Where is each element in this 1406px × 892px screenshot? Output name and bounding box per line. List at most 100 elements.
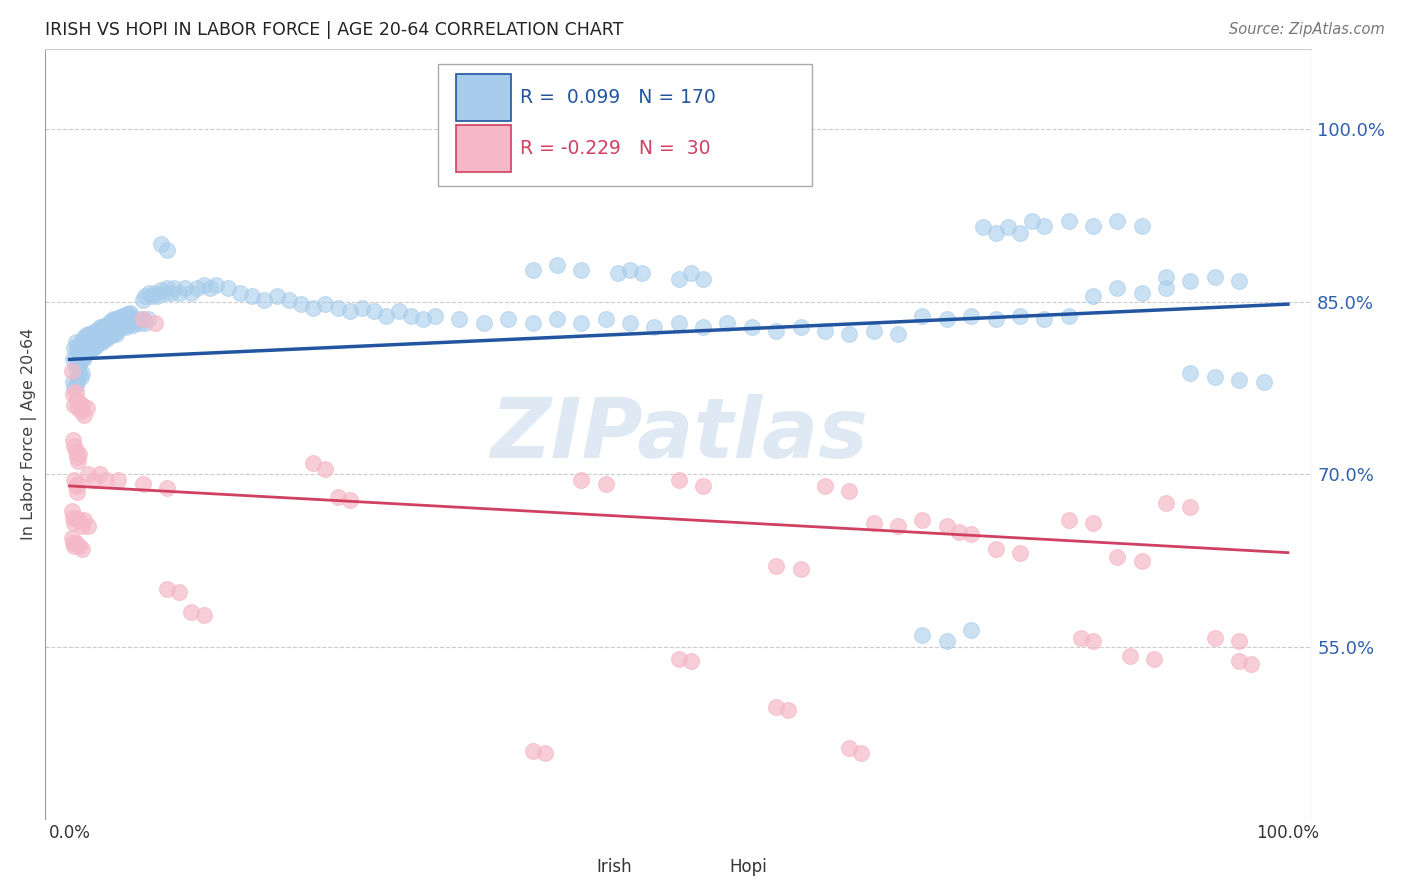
Text: IRISH VS HOPI IN LABOR FORCE | AGE 20-64 CORRELATION CHART: IRISH VS HOPI IN LABOR FORCE | AGE 20-64…	[45, 21, 623, 39]
Point	[668, 272, 690, 286]
Point	[217, 281, 239, 295]
Point	[423, 309, 446, 323]
Point	[692, 320, 714, 334]
Point	[1204, 631, 1226, 645]
Point	[375, 309, 398, 323]
Point	[62, 376, 84, 390]
Point	[1130, 554, 1153, 568]
Point	[862, 516, 884, 530]
Point	[814, 479, 837, 493]
Point	[1081, 289, 1104, 303]
Point	[73, 513, 96, 527]
Point	[569, 473, 592, 487]
Point	[110, 310, 132, 325]
Point	[533, 746, 555, 760]
Point	[84, 324, 107, 338]
Point	[100, 314, 122, 328]
Point	[1033, 312, 1056, 326]
Point	[180, 285, 202, 300]
Point	[111, 309, 134, 323]
Point	[62, 387, 84, 401]
Point	[741, 320, 763, 334]
Point	[174, 281, 197, 295]
Point	[522, 316, 544, 330]
Point	[887, 519, 910, 533]
Point	[1227, 634, 1250, 648]
Point	[110, 320, 132, 334]
Point	[63, 381, 86, 395]
Point	[1180, 366, 1202, 380]
Point	[1021, 214, 1043, 228]
Point	[240, 289, 263, 303]
Point	[387, 304, 409, 318]
Point	[62, 536, 84, 550]
Point	[104, 327, 127, 342]
Point	[1033, 219, 1056, 233]
Point	[65, 479, 87, 493]
Point	[149, 283, 172, 297]
Point	[229, 285, 252, 300]
Point	[1130, 219, 1153, 233]
FancyBboxPatch shape	[555, 854, 589, 881]
Point	[496, 312, 519, 326]
Point	[935, 312, 957, 326]
Point	[619, 316, 641, 330]
Point	[911, 628, 934, 642]
Point	[65, 384, 87, 399]
Point	[82, 341, 104, 355]
Point	[765, 559, 787, 574]
Point	[65, 511, 87, 525]
Point	[1057, 513, 1080, 527]
Point	[134, 316, 156, 330]
Point	[103, 327, 125, 342]
Point	[180, 606, 202, 620]
Point	[522, 743, 544, 757]
Point	[193, 607, 215, 622]
Point	[1081, 516, 1104, 530]
Point	[70, 366, 93, 380]
Point	[67, 513, 90, 527]
Point	[1081, 219, 1104, 233]
Point	[101, 324, 124, 338]
Point	[65, 536, 87, 550]
Point	[79, 341, 101, 355]
Point	[167, 584, 190, 599]
Point	[62, 433, 84, 447]
Point	[546, 312, 568, 326]
Point	[350, 301, 373, 315]
Point	[90, 332, 112, 346]
Point	[67, 453, 90, 467]
Point	[948, 524, 970, 539]
Point	[149, 237, 172, 252]
Point	[412, 312, 434, 326]
Point	[595, 312, 617, 326]
Text: R = -0.229   N =  30: R = -0.229 N = 30	[520, 139, 711, 159]
Point	[851, 746, 873, 760]
Point	[117, 318, 139, 332]
Point	[108, 312, 131, 326]
Point	[76, 343, 98, 358]
Point	[124, 316, 146, 330]
Point	[69, 404, 91, 418]
Point	[67, 396, 90, 410]
Point	[82, 327, 104, 342]
Point	[911, 309, 934, 323]
Point	[118, 308, 141, 322]
Point	[692, 272, 714, 286]
Point	[935, 634, 957, 648]
Point	[131, 312, 153, 326]
Point	[789, 320, 811, 334]
Point	[104, 324, 127, 338]
Point	[131, 293, 153, 307]
Point	[83, 473, 105, 487]
Point	[1180, 274, 1202, 288]
Point	[94, 318, 117, 332]
Text: R =  0.099   N = 170: R = 0.099 N = 170	[520, 87, 716, 107]
Point	[1240, 657, 1263, 672]
Point	[115, 308, 138, 322]
Point	[60, 364, 83, 378]
Point	[156, 281, 179, 295]
Point	[120, 316, 142, 330]
Point	[595, 476, 617, 491]
Point	[193, 277, 215, 292]
